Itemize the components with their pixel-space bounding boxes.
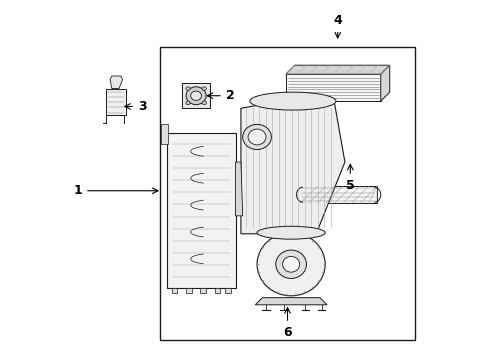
Text: 4: 4 xyxy=(333,14,342,38)
Polygon shape xyxy=(380,65,389,101)
Ellipse shape xyxy=(257,226,325,239)
Ellipse shape xyxy=(242,125,271,149)
Text: 6: 6 xyxy=(283,308,291,339)
Bar xyxy=(200,288,206,293)
Polygon shape xyxy=(235,162,242,216)
Bar xyxy=(300,186,376,203)
Ellipse shape xyxy=(185,87,206,105)
Ellipse shape xyxy=(185,101,190,105)
Polygon shape xyxy=(285,65,389,74)
Ellipse shape xyxy=(247,129,265,145)
Ellipse shape xyxy=(185,87,190,90)
Text: 3: 3 xyxy=(124,100,146,113)
Ellipse shape xyxy=(275,250,306,279)
Bar xyxy=(285,74,380,101)
Ellipse shape xyxy=(257,233,325,296)
Ellipse shape xyxy=(202,87,206,90)
Bar xyxy=(160,47,414,339)
Bar xyxy=(225,288,231,293)
Ellipse shape xyxy=(190,91,201,100)
Text: 2: 2 xyxy=(207,89,234,102)
Bar xyxy=(214,288,220,293)
Bar xyxy=(161,125,167,144)
Polygon shape xyxy=(255,298,326,305)
Bar xyxy=(182,83,210,108)
Bar xyxy=(171,288,177,293)
Polygon shape xyxy=(110,76,122,89)
Bar xyxy=(185,288,191,293)
Bar xyxy=(106,89,126,116)
Polygon shape xyxy=(167,134,235,288)
Text: 5: 5 xyxy=(345,164,354,192)
Ellipse shape xyxy=(249,92,335,110)
Ellipse shape xyxy=(282,256,299,272)
Ellipse shape xyxy=(202,101,206,105)
Polygon shape xyxy=(241,101,344,234)
Text: 1: 1 xyxy=(73,184,158,197)
